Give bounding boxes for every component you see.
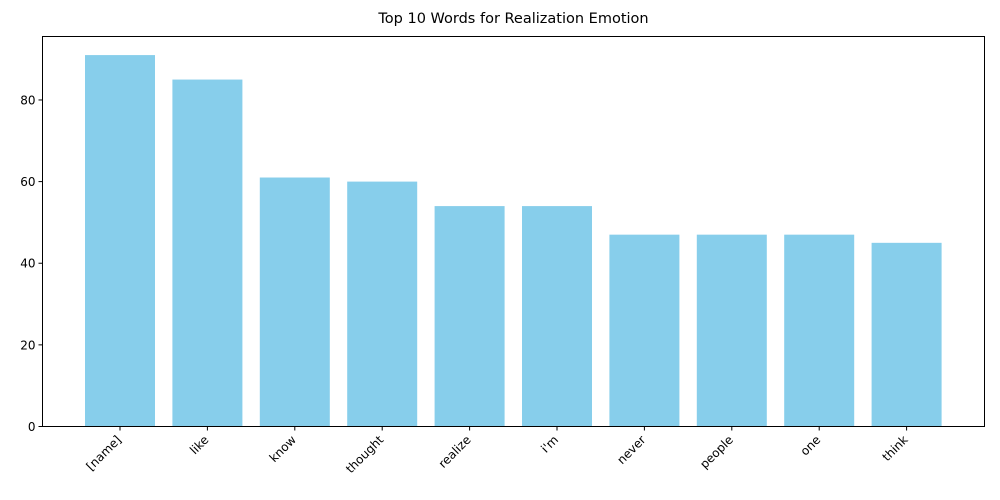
bar-think [871, 242, 942, 427]
y-tick-label: 40 [20, 257, 35, 271]
chart-title: Top 10 Words for Realization Emotion [378, 11, 649, 27]
y-axis: 0 20 40 60 80 [20, 93, 43, 434]
bar-im [522, 206, 592, 427]
bar-thought [347, 181, 418, 427]
bar-realize [434, 206, 505, 427]
bar-never [609, 234, 680, 427]
bar-like [172, 79, 243, 427]
x-axis: [name] like know thought realize i'm never peop… [84, 426, 911, 476]
x-tick-label: one [798, 433, 824, 459]
y-tick-label: 0 [28, 420, 36, 434]
x-tick-label: thought [343, 433, 386, 476]
x-tick-label: think [879, 433, 910, 464]
x-tick-label: know [267, 433, 299, 465]
x-tick-label: people [697, 433, 736, 472]
x-tick-label: like [187, 433, 211, 457]
plot-frame [42, 36, 985, 427]
x-tick-label: realize [436, 433, 474, 471]
y-tick-label: 60 [20, 175, 35, 189]
bar-people [696, 234, 767, 427]
y-tick-label: 20 [20, 338, 35, 352]
bar-know [259, 177, 330, 427]
x-tick-label: never [614, 433, 648, 467]
y-tick-label: 80 [20, 93, 35, 107]
bars-group [85, 55, 942, 427]
x-tick-label: [name] [84, 433, 125, 474]
x-tick-label: i'm [538, 433, 561, 456]
bar-one [784, 234, 855, 427]
bar-name [85, 55, 155, 427]
